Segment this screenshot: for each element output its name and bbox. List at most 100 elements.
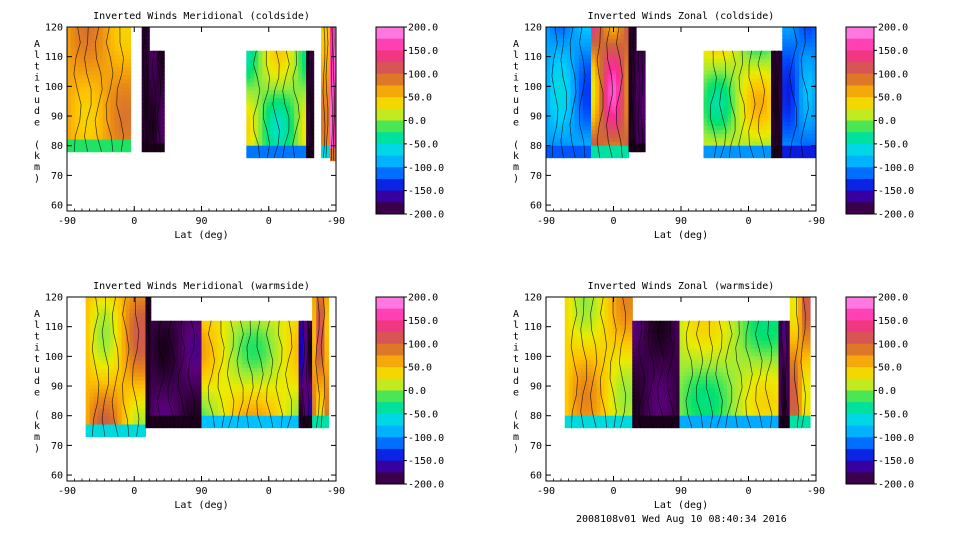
data-cell (237, 356, 243, 361)
data-cell (727, 58, 732, 64)
data-cell (751, 137, 756, 143)
data-cell (209, 419, 215, 425)
data-cell (106, 75, 112, 80)
data-cell (122, 119, 128, 125)
data-cell (298, 137, 303, 143)
data-cell (152, 99, 158, 104)
data-cell (566, 153, 572, 159)
data-cell (93, 372, 99, 378)
data-cell (85, 360, 91, 366)
data-cell (181, 352, 187, 357)
data-cell (719, 106, 724, 111)
data-cell (320, 403, 326, 409)
data-band (150, 320, 203, 429)
data-cell (133, 372, 139, 378)
data-cell (85, 340, 91, 346)
data-cell (105, 380, 111, 386)
data-cell (303, 395, 309, 401)
data-cell (774, 153, 780, 159)
data-cell (221, 388, 227, 393)
contour-line (757, 50, 766, 158)
data-cell (278, 388, 284, 393)
data-cell (574, 50, 580, 56)
data-cell (258, 376, 263, 381)
data-cell (233, 356, 239, 361)
data-cell (786, 145, 792, 151)
data-cell (807, 145, 813, 151)
data-cell (599, 42, 605, 48)
data-cell (558, 141, 563, 147)
data-cell (266, 356, 271, 361)
data-cell (558, 66, 563, 72)
y-tick-label: 100 (45, 82, 63, 93)
data-cell (170, 399, 175, 405)
data-cell (145, 360, 149, 365)
data-cell (312, 344, 317, 350)
data-cell (290, 125, 295, 131)
data-cell (624, 70, 630, 76)
data-cell (599, 54, 605, 60)
data-cell (574, 110, 580, 115)
data-cell (254, 82, 259, 87)
data-cell (258, 407, 263, 413)
data-cell (145, 139, 150, 145)
data-cell (566, 82, 572, 87)
data-cell (149, 139, 154, 145)
data-cell (101, 304, 107, 310)
data-cell (229, 384, 235, 389)
data-cell (624, 145, 630, 151)
data-cell (250, 70, 255, 76)
data-cell (141, 372, 147, 378)
data-cell (246, 125, 251, 131)
data-cell (254, 141, 259, 147)
data-cell (778, 78, 783, 83)
data-cell (807, 110, 813, 115)
data-cell (743, 86, 748, 91)
data-cell (312, 360, 317, 365)
data-cell (794, 82, 800, 87)
data-cell (616, 70, 621, 76)
data-cell (294, 407, 300, 413)
data-cell (312, 411, 317, 417)
data-cell (113, 372, 119, 378)
data-cell (562, 118, 568, 123)
data-cell (141, 312, 147, 318)
data-cell (201, 388, 207, 393)
data-cell (735, 121, 740, 127)
data-cell (229, 352, 235, 357)
data-cell (189, 419, 195, 425)
data-cell (282, 78, 287, 83)
data-cell (591, 133, 596, 139)
data-cell (803, 106, 809, 111)
data-cell (566, 90, 572, 95)
data-cell (254, 66, 259, 72)
data-cell (562, 90, 568, 95)
data-cell (149, 119, 154, 124)
data-cell (755, 70, 760, 76)
data-cell (774, 94, 780, 99)
data-cell (290, 137, 295, 143)
data-cell (156, 87, 162, 92)
data-cell (616, 94, 621, 99)
data-cell (703, 114, 709, 119)
data-cell (307, 380, 313, 385)
data-cell (98, 59, 104, 64)
data-cell (759, 70, 764, 76)
data-cell (97, 332, 103, 338)
data-cell (133, 316, 139, 322)
data-cell (312, 415, 317, 421)
data-cell (330, 156, 334, 162)
data-cell (603, 98, 609, 103)
data-cell (78, 27, 84, 32)
data-cell (166, 324, 171, 330)
data-cell (189, 364, 195, 369)
data-cell (582, 66, 588, 72)
data-cell (137, 412, 143, 418)
data-cell (205, 352, 211, 357)
data-cell (181, 356, 187, 361)
data-cell (574, 141, 580, 147)
contour-line (640, 50, 644, 152)
data-cell (582, 58, 588, 64)
data-cell (763, 98, 768, 103)
data-cell (320, 348, 326, 353)
